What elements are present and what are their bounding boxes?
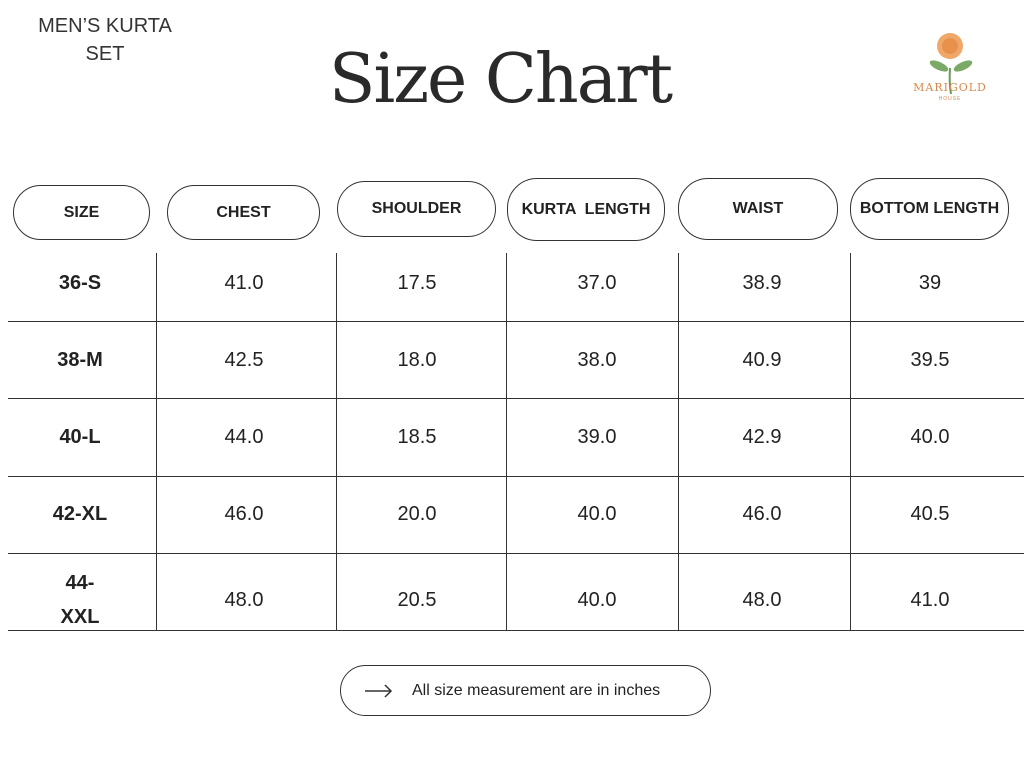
measurement: 40.5 <box>910 503 950 525</box>
column-header: WAIST <box>678 178 838 240</box>
measurement: 38.0 <box>577 349 617 371</box>
measurement: 42.5 <box>224 349 264 371</box>
measurement: 48.0 <box>224 589 264 611</box>
measurement: 48.0 <box>742 589 782 611</box>
logo-name: MARIGOLD <box>913 81 987 94</box>
note-text: All size measurement are in inches <box>412 682 661 699</box>
measurement: 39.5 <box>910 349 950 371</box>
logo: MARIGOLD HOUSE <box>913 33 987 102</box>
measurement: 46.0 <box>742 503 782 525</box>
measurement: 38.9 <box>742 272 782 294</box>
row-divider <box>8 398 1024 399</box>
measurement: 40.0 <box>910 426 950 448</box>
measurement: 44.0 <box>224 426 264 448</box>
column-divider <box>336 253 337 630</box>
column-header: BOTTOM LENGTH <box>850 178 1009 240</box>
measurement: 20.0 <box>397 503 437 525</box>
column-header: SHOULDER <box>337 181 496 237</box>
row-divider <box>8 476 1024 477</box>
size-label: 36-S <box>58 272 102 294</box>
arrow-icon <box>365 684 393 698</box>
size-label: 40-L <box>59 426 101 448</box>
size-label: 38-M <box>57 349 103 371</box>
column-divider <box>850 253 851 630</box>
measurement: 39 <box>918 272 942 294</box>
measurement: 37.0 <box>577 272 617 294</box>
measurement: 40.0 <box>577 503 617 525</box>
measurement: 41.0 <box>224 272 264 294</box>
column-divider <box>678 253 679 630</box>
measurement: 40.9 <box>742 349 782 371</box>
measurement: 40.0 <box>577 589 617 611</box>
size-label: 44-XXL <box>60 572 100 628</box>
column-header: CHEST <box>167 185 320 240</box>
column-header: SIZE <box>13 185 150 240</box>
measurement: 17.5 <box>397 272 437 294</box>
row-divider <box>8 321 1024 322</box>
measurement: 42.9 <box>742 426 782 448</box>
measurement: 18.0 <box>397 349 437 371</box>
title: Size Chart <box>328 40 673 119</box>
size-label: 42-XL <box>52 503 108 525</box>
row-divider <box>8 553 1024 554</box>
measurement: 41.0 <box>910 589 950 611</box>
row-divider <box>8 630 1024 631</box>
logo-tagline: HOUSE <box>939 96 962 102</box>
measurement: 39.0 <box>577 426 617 448</box>
column-header: KURTA LENGTH <box>507 178 665 241</box>
note-pill: All size measurement are in inches <box>340 665 711 716</box>
measurement: 46.0 <box>224 503 264 525</box>
subtitle: MEN’S KURTA SET <box>38 15 172 65</box>
column-divider <box>506 253 507 630</box>
measurement: 20.5 <box>397 589 437 611</box>
column-divider <box>156 253 157 630</box>
measurement: 18.5 <box>397 426 437 448</box>
